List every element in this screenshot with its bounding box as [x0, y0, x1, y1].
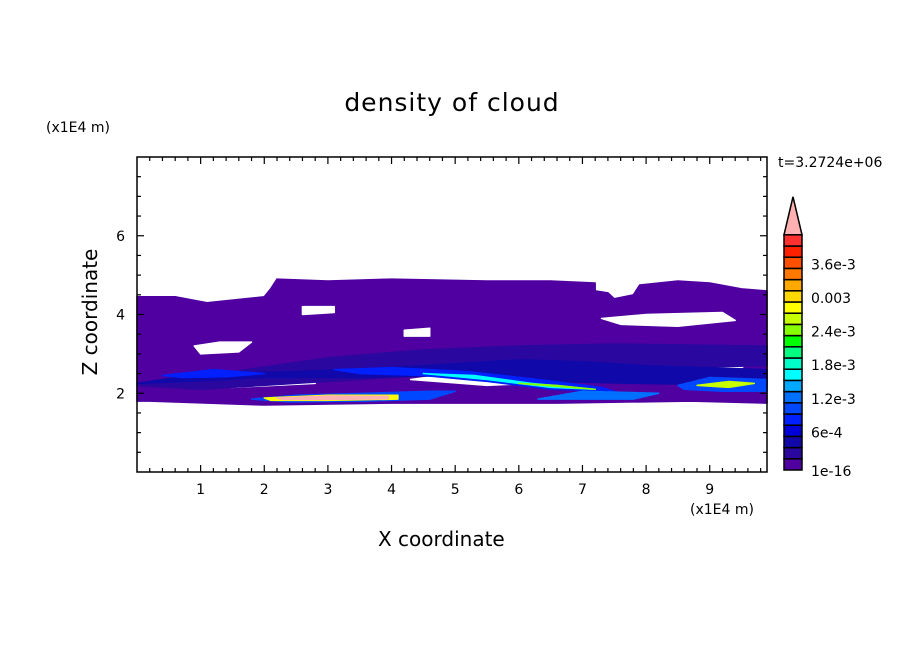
colorbar-overflow-triangle [783, 196, 803, 236]
colorbar-swatch [783, 424, 803, 438]
y-tick-label: 4 [116, 308, 125, 324]
contour-region [537, 390, 660, 400]
y-unit-label: (x1E4 m) [46, 120, 110, 136]
x-unit-label: (x1E4 m) [690, 502, 754, 518]
colorbar-tick-label: 3.6e-3 [811, 257, 856, 273]
contour-region [276, 395, 390, 401]
colorbar-swatch [783, 278, 803, 292]
y-tick-label: 6 [116, 229, 125, 245]
x-tick-label: 2 [260, 482, 269, 498]
colorbar-swatch [783, 357, 803, 370]
colorbar-swatch [783, 368, 803, 382]
colorbar-tick-label: 2.4e-3 [811, 325, 856, 341]
x-tick-label: 4 [387, 482, 396, 498]
contour-region [518, 382, 596, 391]
colorbar-swatch [783, 346, 803, 359]
colorbar-tick-label: 1e-16 [811, 464, 851, 480]
colorbar-swatch [783, 312, 803, 326]
time-annotation: t=3.2724e+06 [778, 155, 883, 171]
colorbar-swatch [783, 413, 803, 426]
colorbar-swatch [783, 390, 803, 404]
colorbar-tick-label: 0.003 [811, 291, 851, 307]
colorbar-swatch [783, 435, 803, 449]
colorbar-tick-label: 1.8e-3 [811, 358, 856, 374]
x-tick-label: 9 [705, 482, 714, 498]
x-tick-label: 1 [196, 482, 205, 498]
colorbar-tick-label: 1.2e-3 [811, 392, 856, 408]
x-tick-label: 6 [514, 482, 523, 498]
x-axis-label: X coordinate [378, 527, 505, 551]
colorbar-tick-label: 6e-4 [811, 425, 843, 441]
colorbar-swatch [783, 323, 803, 337]
colorbar-swatch [783, 334, 803, 348]
x-tick-label: 5 [451, 482, 460, 498]
colorbar-swatch [783, 379, 803, 393]
colorbar-swatch [783, 245, 803, 258]
x-tick-label: 7 [578, 482, 587, 498]
colorbar-swatch [783, 301, 803, 314]
colorbar-swatch [783, 290, 803, 303]
colorbar-swatch [783, 402, 803, 415]
contour-region [696, 380, 756, 389]
contour-region [600, 311, 736, 328]
y-tick-label: 2 [116, 386, 125, 402]
x-tick-label: 8 [642, 482, 651, 498]
colorbar-swatch [783, 267, 803, 281]
x-tick-label: 3 [323, 482, 332, 498]
colorbar-swatch [783, 256, 803, 270]
chart-title: density of cloud [344, 88, 560, 117]
contour-region [301, 305, 336, 316]
colorbar-swatch [783, 446, 803, 460]
contour-region [193, 341, 253, 355]
contour-region [403, 327, 431, 337]
colorbar-swatch [783, 458, 803, 471]
colorbar-swatch [783, 234, 803, 247]
contour-region [161, 368, 266, 379]
